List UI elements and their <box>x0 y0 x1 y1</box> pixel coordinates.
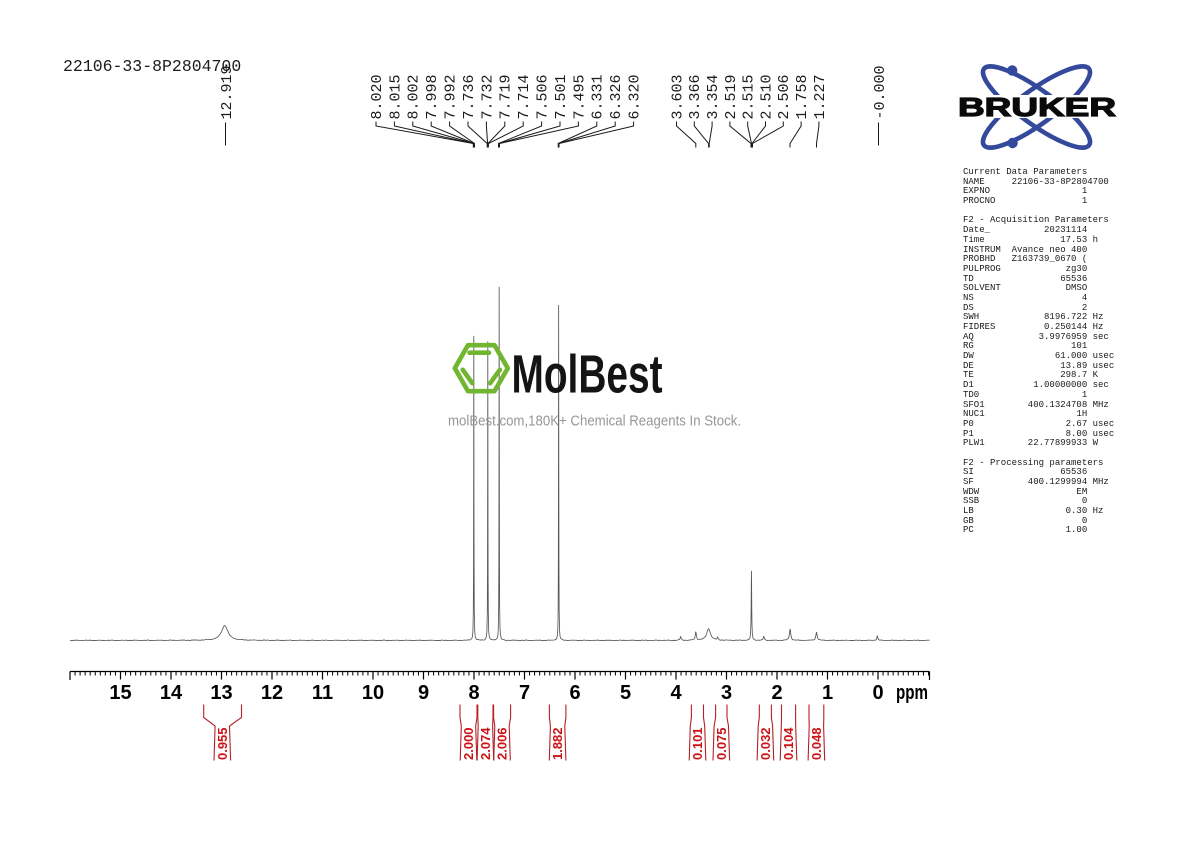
svg-text:10: 10 <box>362 682 384 704</box>
svg-text:-0.000: -0.000 <box>872 65 889 119</box>
svg-text:1.882: 1.882 <box>550 727 565 760</box>
svg-text:0: 0 <box>872 682 883 704</box>
svg-text:2.510: 2.510 <box>758 74 775 119</box>
svg-text:4: 4 <box>670 682 682 704</box>
svg-text:14: 14 <box>160 682 183 704</box>
svg-text:12: 12 <box>261 682 283 704</box>
svg-text:0.955: 0.955 <box>215 727 230 760</box>
svg-text:7.506: 7.506 <box>535 74 552 119</box>
svg-text:13: 13 <box>210 682 232 704</box>
svg-text:molBest.com,180K+ Chemical Rea: molBest.com,180K+ Chemical Reagents In S… <box>448 413 741 430</box>
svg-text:6.331: 6.331 <box>590 74 607 119</box>
svg-text:BRUKER: BRUKER <box>958 92 1116 122</box>
svg-text:7.992: 7.992 <box>443 74 460 119</box>
svg-text:0.075: 0.075 <box>714 727 729 760</box>
svg-text:8.002: 8.002 <box>406 74 423 119</box>
svg-text:15: 15 <box>109 682 131 704</box>
svg-text:6.320: 6.320 <box>627 74 644 119</box>
svg-text:7.714: 7.714 <box>516 74 533 119</box>
svg-text:2.515: 2.515 <box>741 74 758 119</box>
svg-text:0.048: 0.048 <box>809 727 824 760</box>
svg-text:9: 9 <box>418 682 429 704</box>
svg-text:6: 6 <box>569 682 580 704</box>
svg-text:3: 3 <box>721 682 732 704</box>
svg-text:0.104: 0.104 <box>781 727 796 760</box>
svg-text:3.603: 3.603 <box>669 74 686 119</box>
svg-text:0.101: 0.101 <box>690 727 705 760</box>
svg-text:MolBest: MolBest <box>512 345 663 405</box>
svg-text:2.506: 2.506 <box>776 74 793 119</box>
svg-text:2.074: 2.074 <box>478 727 493 760</box>
svg-text:7.736: 7.736 <box>461 74 478 119</box>
svg-text:7: 7 <box>519 682 530 704</box>
svg-text:8.020: 8.020 <box>369 74 386 119</box>
svg-text:8.015: 8.015 <box>387 74 404 119</box>
svg-text:1.758: 1.758 <box>794 74 811 119</box>
svg-text:7.732: 7.732 <box>479 74 496 119</box>
svg-text:2.000: 2.000 <box>461 727 476 760</box>
svg-text:6.326: 6.326 <box>608 74 625 119</box>
svg-text:12.919: 12.919 <box>219 65 236 119</box>
svg-text:11: 11 <box>312 682 333 704</box>
svg-text:7.495: 7.495 <box>571 74 588 119</box>
svg-text:2: 2 <box>771 682 782 704</box>
svg-text:2.006: 2.006 <box>495 727 510 760</box>
svg-text:1.227: 1.227 <box>812 74 829 119</box>
svg-text:7.501: 7.501 <box>553 74 570 119</box>
svg-text:8: 8 <box>468 682 479 704</box>
svg-text:7.719: 7.719 <box>498 74 515 119</box>
svg-text:2.519: 2.519 <box>723 74 740 119</box>
svg-text:1: 1 <box>822 682 833 704</box>
svg-text:5: 5 <box>620 682 631 704</box>
svg-text:0.032: 0.032 <box>758 727 773 760</box>
svg-text:ppm: ppm <box>896 682 928 704</box>
svg-text:3.366: 3.366 <box>687 74 704 119</box>
svg-text:3.354: 3.354 <box>705 74 722 119</box>
svg-text:7.998: 7.998 <box>424 74 441 119</box>
